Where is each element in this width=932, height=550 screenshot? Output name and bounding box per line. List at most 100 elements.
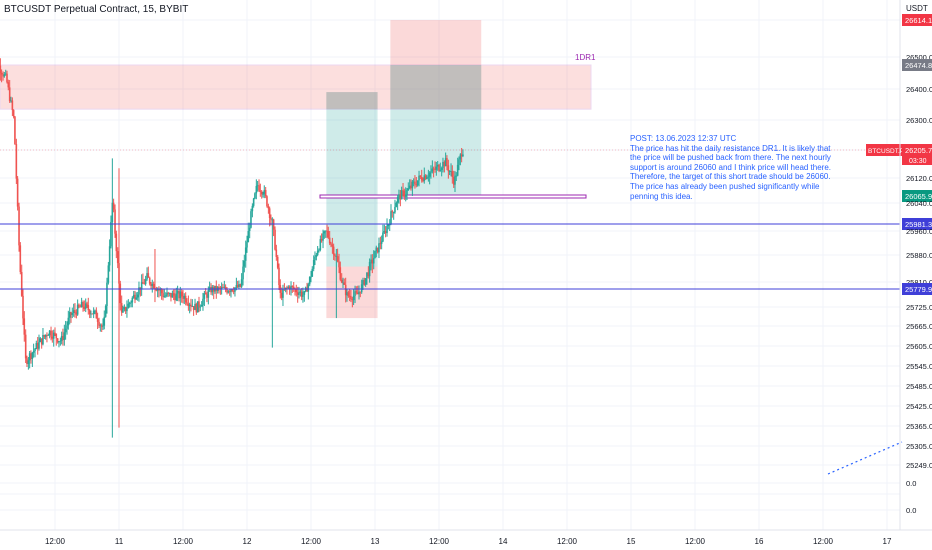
candle-body <box>36 343 39 349</box>
candle-body <box>262 194 264 196</box>
candle-body <box>44 335 47 337</box>
candle-body <box>42 335 44 345</box>
candle-body <box>328 237 331 244</box>
levels-layer <box>0 149 903 475</box>
candle-body <box>191 306 194 307</box>
candle-body <box>415 184 418 186</box>
candle-body <box>15 144 18 179</box>
candle-body <box>443 161 446 167</box>
candle-body <box>388 224 391 226</box>
candle-body <box>315 255 318 257</box>
candle-body <box>167 292 170 294</box>
candle-body <box>26 358 28 364</box>
candle-body <box>132 294 135 298</box>
candle-body <box>59 340 62 342</box>
time-axis-tick: 12:00 <box>685 537 706 546</box>
candle-body <box>80 302 83 308</box>
candle-body <box>164 295 167 297</box>
candle-body <box>435 166 438 170</box>
candle-body <box>240 279 243 287</box>
candle-body <box>58 341 60 343</box>
overlap-area <box>390 65 482 110</box>
candle-body <box>183 295 186 299</box>
candle-body <box>338 261 340 268</box>
candle-body <box>280 292 283 298</box>
candle-body <box>458 159 460 165</box>
time-axis-tick: 12:00 <box>301 537 322 546</box>
candle-body <box>104 306 107 317</box>
candle-body <box>367 272 370 277</box>
candle-body <box>250 211 252 228</box>
candle-body <box>0 72 3 75</box>
candle-body <box>442 161 444 169</box>
candle-body <box>112 202 115 210</box>
long-position-target-area <box>326 92 378 267</box>
candle-body <box>324 230 327 232</box>
price-axis-tick: 26120.0 <box>906 174 932 183</box>
price-axis-tick: 25665.0 <box>906 322 932 331</box>
candle-body <box>312 260 315 269</box>
candle-body <box>431 168 434 172</box>
candle-body <box>316 250 319 255</box>
candle-body <box>263 189 266 195</box>
candle-body <box>248 227 251 231</box>
candle-body <box>168 292 171 294</box>
price-axis-tick: 26500.0 <box>906 53 932 62</box>
candle-body <box>160 289 163 294</box>
candle-body <box>359 291 362 293</box>
candle-body <box>127 303 130 309</box>
candle-body <box>288 286 291 290</box>
candle-body <box>138 287 140 295</box>
price-axis-tick: 26040.0 <box>906 199 932 208</box>
candle-body <box>155 288 158 291</box>
candle-body <box>102 325 104 327</box>
candle-body <box>306 287 308 292</box>
candle-body <box>460 154 463 157</box>
candle-body <box>172 293 175 296</box>
candle-body <box>115 233 118 252</box>
candle-body <box>60 336 63 341</box>
candle-body <box>186 302 188 304</box>
candle-body <box>56 338 59 343</box>
candle-body <box>31 352 34 359</box>
candle-body <box>276 256 279 268</box>
candle-body <box>35 343 38 349</box>
candle-body <box>354 291 356 296</box>
candle-body <box>218 287 220 288</box>
candle-body <box>444 158 447 167</box>
candle-body <box>286 287 288 289</box>
candle-body <box>311 268 314 277</box>
candle-body <box>275 249 278 257</box>
candle-body <box>98 321 100 326</box>
candle-body <box>18 206 20 246</box>
candle-body <box>407 188 410 190</box>
candle-body <box>252 198 255 206</box>
candle-body <box>408 185 411 189</box>
price-label-box <box>902 190 932 202</box>
candle-body <box>16 178 19 207</box>
candle-body <box>387 224 390 227</box>
candle-body <box>52 332 55 339</box>
candle-body <box>358 291 360 295</box>
candle-body <box>166 292 168 296</box>
candle-body <box>334 254 336 257</box>
candle-body <box>184 295 187 303</box>
candle-body <box>395 202 398 207</box>
candle-body <box>227 291 230 293</box>
candle-body <box>379 243 382 245</box>
candle-body <box>418 175 420 181</box>
candle-body <box>356 292 359 295</box>
candle-body <box>206 294 208 298</box>
candle-body <box>134 294 136 300</box>
candle-body <box>96 318 99 322</box>
candle-body <box>182 296 184 299</box>
candle-body <box>124 307 127 312</box>
candle-body <box>396 197 399 203</box>
time-axis-tick: 12:00 <box>557 537 578 546</box>
candle-body <box>424 175 427 179</box>
candle-body <box>236 285 239 288</box>
time-axis-tick: 12:00 <box>45 537 66 546</box>
candle-body <box>180 291 183 297</box>
candle-body <box>451 171 454 178</box>
